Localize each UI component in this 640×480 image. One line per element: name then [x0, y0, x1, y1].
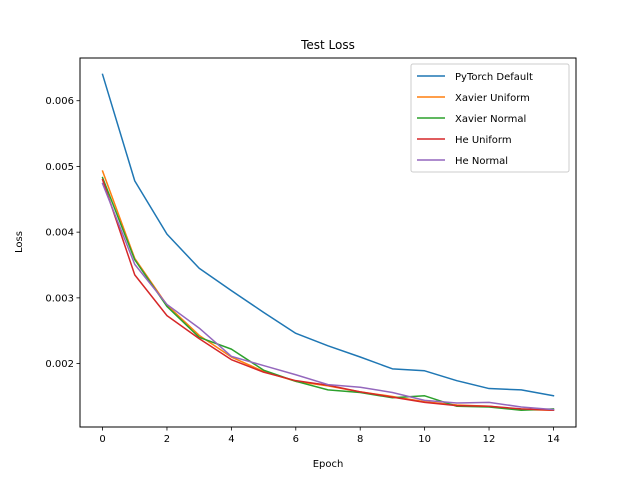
x-tick-label: 4 [228, 434, 234, 445]
legend-label: He Uniform [455, 135, 512, 146]
series-line-xavier-normal [101, 176, 555, 411]
y-axis-ticks: 0.002 0.003 0.004 0.005 0.006 [45, 96, 80, 370]
y-tick-label: 0.004 [45, 228, 74, 239]
series-line-pytorch-default [101, 73, 555, 397]
series-line-he-uniform [101, 178, 555, 412]
plot-frame [79, 57, 577, 428]
x-axis-label: Epoch [313, 459, 344, 470]
x-tick-label: 0 [99, 434, 105, 445]
series-line-he-normal [101, 182, 555, 411]
x-tick-label: 6 [293, 434, 299, 445]
y-tick-label: 0.006 [45, 96, 74, 107]
x-tick-label: 2 [164, 434, 170, 445]
legend-box [410, 63, 570, 173]
x-axis-ticks: 0 2 4 6 8 10 12 14 [99, 427, 560, 445]
legend: PyTorch Default Xavier Uniform Xavier Norm… [410, 63, 570, 173]
legend-label: Xavier Uniform [455, 93, 530, 104]
y-axis-label: Loss [14, 231, 25, 253]
legend-label: He Normal [455, 156, 508, 167]
legend-label: Xavier Normal [455, 114, 526, 125]
series-line-xavier-uniform [101, 170, 555, 412]
x-tick-label: 8 [357, 434, 363, 445]
y-tick-label: 0.005 [45, 162, 74, 173]
x-tick-label: 10 [418, 434, 431, 445]
chart-title: Test Loss [300, 38, 355, 52]
x-tick-label: 12 [483, 434, 496, 445]
y-tick-label: 0.003 [45, 293, 74, 304]
x-tick-label: 14 [547, 434, 560, 445]
y-tick-label: 0.002 [45, 359, 74, 370]
legend-label: PyTorch Default [455, 72, 533, 83]
plot-series-group [101, 73, 555, 412]
